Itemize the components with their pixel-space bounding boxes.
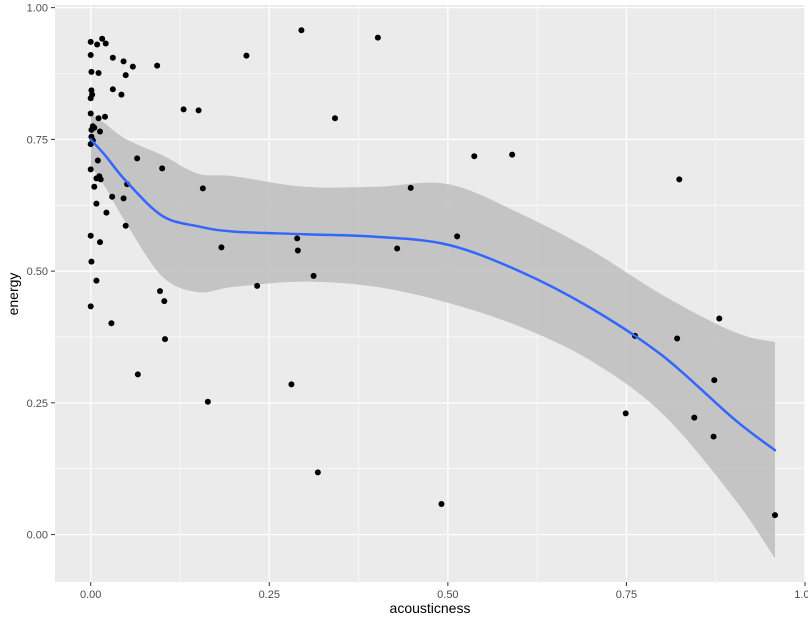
axis-ticks [51,7,806,586]
smooth-line [89,138,777,452]
data-point [95,115,102,122]
x-axis-title: acousticness [390,600,471,616]
data-point [454,233,461,240]
smooth-line-layer [89,138,777,452]
data-point [95,69,102,76]
data-point [195,107,202,114]
data-point [298,27,305,34]
data-point [120,58,127,65]
data-point [162,336,168,343]
data-point [109,193,116,200]
y-tick-label: 0.25 [27,398,48,410]
data-point [97,239,103,246]
data-point [154,62,161,69]
data-point [87,110,94,117]
data-point [394,245,401,252]
data-point [88,258,95,265]
data-point [108,320,115,327]
data-point [407,184,414,191]
data-point [674,335,681,342]
data-point [87,52,94,59]
data-point [97,176,104,183]
data-point [243,52,250,59]
data-point [122,222,129,229]
data-point [87,38,94,45]
data-point [102,40,109,47]
data-point [332,115,338,122]
data-point [87,95,94,102]
data-point [94,157,101,164]
y-tick-label: 0.00 [27,530,48,542]
x-tick-label: 1.00 [794,589,808,601]
data-point [294,235,301,242]
data-point [87,166,94,173]
data-point [218,244,225,251]
data-point [204,398,211,405]
data-point [310,272,317,279]
x-tick-label: 0.50 [437,589,458,601]
data-point [129,63,136,70]
data-point [120,195,127,202]
data-point [91,124,98,131]
data-point [716,315,723,322]
data-point [103,209,110,216]
data-point [102,113,108,120]
data-point [374,34,381,41]
data-point [294,247,301,254]
data-point [122,72,129,79]
data-point [622,410,629,417]
y-axis-title: energy [5,273,21,316]
data-point [180,106,187,113]
data-points [87,27,778,519]
y-tick-label: 0.75 [27,134,48,146]
data-point [87,303,94,310]
data-point [254,282,261,289]
confidence-band [90,113,775,559]
data-point [93,277,100,284]
x-tick-label: 0.75 [616,589,637,601]
data-point [87,232,94,239]
data-point [288,381,295,388]
data-point [109,86,116,93]
confidence-band-layer [90,113,775,559]
data-point [199,185,206,192]
data-point [711,377,718,384]
data-point [94,41,101,48]
data-point [691,414,698,421]
y-tick-label: 1.00 [27,3,48,15]
data-point [99,35,106,42]
data-point [471,153,478,160]
data-point [159,165,166,172]
x-tick-label: 0.00 [80,589,101,601]
data-point [118,91,125,98]
data-point [97,128,103,135]
data-point [438,501,445,508]
data-point [88,68,95,75]
y-tick-labels: 0.00 0.25 0.50 0.75 1.00 [27,3,48,542]
data-point [676,176,683,183]
data-point [161,298,168,305]
data-point [134,155,141,162]
x-tick-label: 0.25 [259,589,280,601]
data-point [109,54,116,61]
data-point [314,469,321,476]
x-tick-labels: 0.00 0.25 0.50 0.75 1.00 [80,589,808,601]
data-point [509,151,516,158]
data-point [93,200,100,207]
data-point [134,371,141,378]
data-point [710,433,717,440]
data-point [157,288,163,295]
y-tick-label: 0.50 [27,266,48,278]
data-point [91,183,98,190]
data-point [772,512,778,519]
